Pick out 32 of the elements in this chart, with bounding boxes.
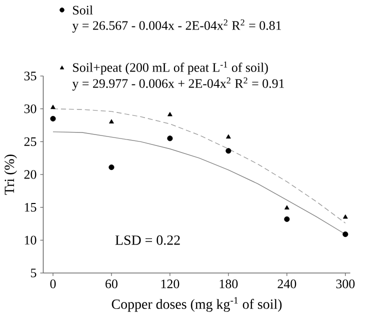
text: y = 26.567 - 0.004x - 2E-04x$^{2}$ R$^{2}$ = 0.81 bbox=[72, 19, 282, 33]
point bbox=[167, 136, 173, 142]
y-tick-label: 20 bbox=[24, 170, 36, 179]
point bbox=[284, 205, 290, 210]
x-tick-label: 120 bbox=[161, 280, 180, 288]
x-tick-label: 300 bbox=[336, 280, 355, 288]
point bbox=[109, 119, 114, 124]
point bbox=[226, 134, 231, 139]
x-tick-label: 0 bbox=[50, 280, 56, 288]
point bbox=[168, 112, 172, 116]
point bbox=[50, 116, 56, 122]
legend-label: Soil+peat (200 mL of peat L$^{-1}$ of soil) bbox=[73, 61, 268, 75]
y-tick-label: 25 bbox=[24, 137, 36, 146]
point bbox=[284, 216, 290, 222]
y-tick-label: 30 bbox=[24, 104, 36, 114]
point bbox=[226, 148, 232, 154]
x-axis-title: Copper doses (mg kg$^{-1}$ of soil) bbox=[112, 297, 282, 312]
x-tick-label: 240 bbox=[278, 280, 296, 288]
y-tick-label: 5 bbox=[31, 268, 36, 278]
y-tick-label: 15 bbox=[24, 203, 36, 212]
y-axis-title: Tri (%) bbox=[4, 154, 17, 195]
annotation: LSD = 0.22 bbox=[115, 235, 180, 245]
x-tick-label: 180 bbox=[220, 280, 238, 288]
y-tick-label: 35 bbox=[24, 72, 36, 80]
point bbox=[108, 164, 114, 170]
x-tick-label: 60 bbox=[106, 280, 118, 288]
legend-label: Soil bbox=[73, 5, 93, 15]
annotation: y = 29.977 - 0.006x + 2E-04x$^{2}$ R$^{2}$ = 0.91 bbox=[72, 77, 284, 91]
y-tick-label: 10 bbox=[24, 236, 36, 245]
point bbox=[50, 104, 56, 110]
point bbox=[342, 231, 348, 238]
point bbox=[342, 214, 348, 219]
